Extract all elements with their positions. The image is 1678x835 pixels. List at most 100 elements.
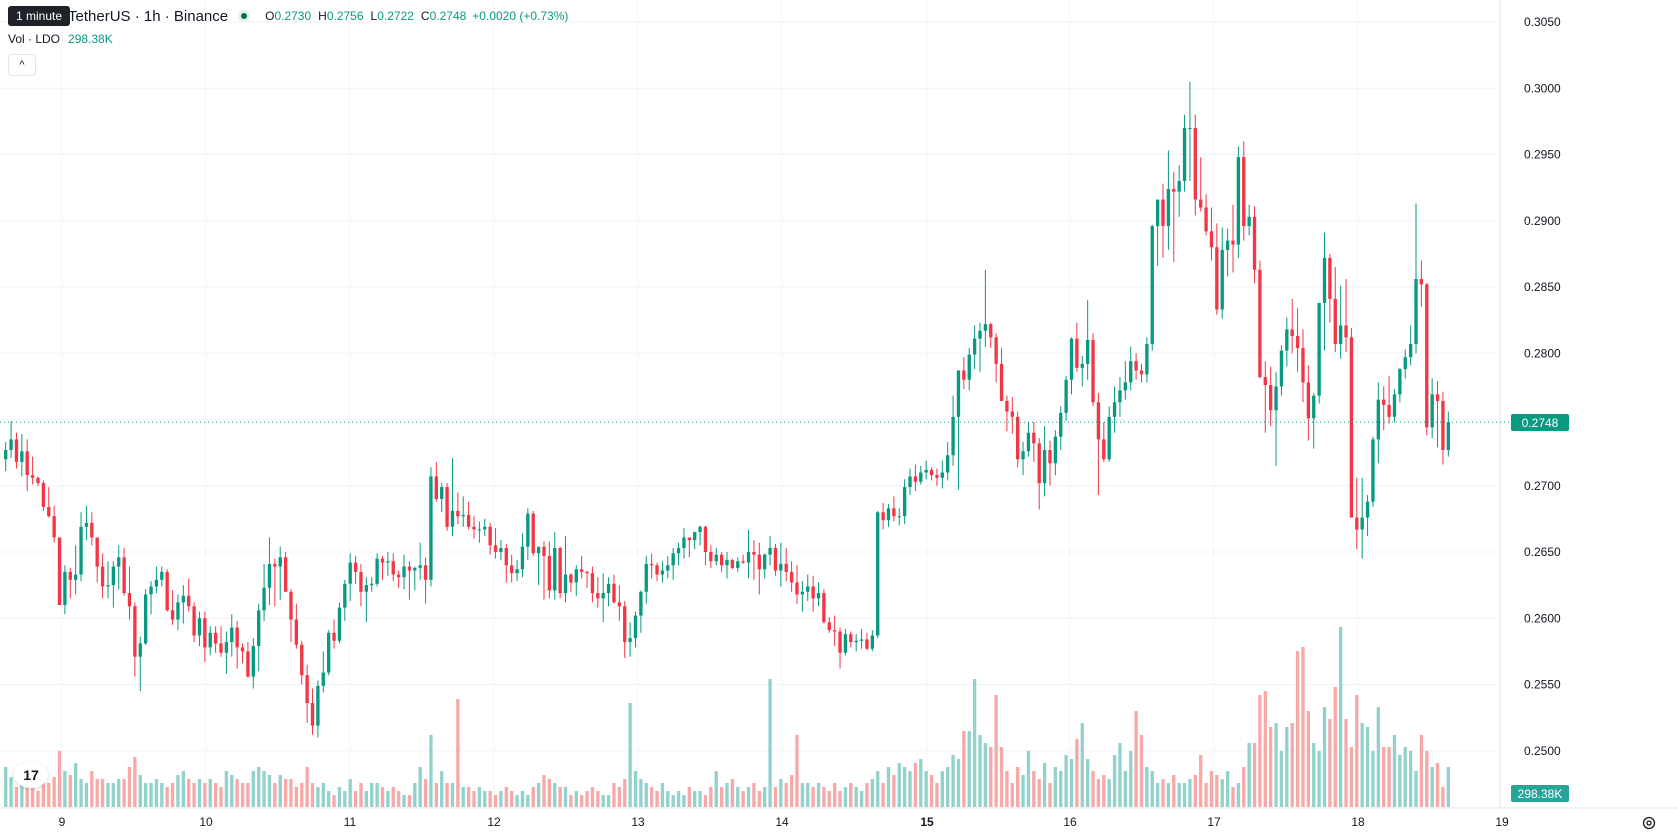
candle-body xyxy=(730,559,735,568)
volume-bar xyxy=(687,787,691,807)
volume-bar xyxy=(967,731,971,807)
candle-body xyxy=(924,469,928,473)
candle-body xyxy=(999,363,1004,401)
volume-bar xyxy=(504,787,508,807)
volume-bar xyxy=(450,783,455,807)
volume-bar xyxy=(1301,647,1305,807)
candle-body xyxy=(230,627,234,643)
price-tick-label: 0.2850 xyxy=(1524,280,1561,294)
volume-bar xyxy=(246,783,250,807)
volume-bar xyxy=(440,771,444,807)
volume-bar xyxy=(606,795,611,807)
volume-bar xyxy=(353,791,358,807)
candle-body xyxy=(321,672,325,686)
candle-body xyxy=(133,606,137,657)
volume-bar xyxy=(1258,695,1262,807)
candle-body xyxy=(1446,422,1450,450)
candle-body xyxy=(655,565,659,575)
volume-bar xyxy=(1242,767,1246,807)
candle-body xyxy=(90,522,94,538)
candle-body xyxy=(666,565,670,571)
candle-body xyxy=(240,647,245,652)
price-tick-label: 0.2800 xyxy=(1524,346,1561,360)
candle-body xyxy=(1037,443,1041,484)
close-value: 0.2748 xyxy=(429,9,467,23)
candle-body xyxy=(41,483,46,507)
candle-body xyxy=(1053,436,1058,464)
volume-bar xyxy=(1274,723,1278,807)
volume-bar xyxy=(1376,707,1380,807)
candle-body xyxy=(612,583,616,603)
candle-body xyxy=(359,571,363,592)
candle-body xyxy=(348,562,352,584)
volume-bar xyxy=(719,787,724,807)
volume-bar xyxy=(1075,739,1079,807)
volume-bar xyxy=(165,787,169,807)
volume-bar xyxy=(111,783,116,807)
candle-body xyxy=(434,476,438,499)
candle-body xyxy=(1096,402,1101,440)
gear-icon[interactable] xyxy=(1640,814,1658,832)
volume-bar xyxy=(800,783,805,807)
candle-body xyxy=(553,548,557,591)
volume-bar xyxy=(36,791,40,807)
candle-body xyxy=(989,324,993,338)
volume-bar xyxy=(95,779,99,807)
volume-bar xyxy=(1414,771,1418,807)
candle-body xyxy=(876,512,880,636)
candle-body xyxy=(289,591,293,620)
high-value: 0.2756 xyxy=(326,9,364,23)
volume-bar xyxy=(1247,743,1251,807)
volume-bar xyxy=(563,787,568,807)
time-tick-label: 18 xyxy=(1351,815,1365,829)
volume-bar xyxy=(886,767,891,807)
volume-bar xyxy=(1215,775,1219,807)
candle-body xyxy=(353,562,358,572)
candle-body xyxy=(913,476,918,482)
candle-body xyxy=(1258,269,1262,378)
volume-label[interactable]: Vol · LDO xyxy=(8,32,61,46)
volume-bar xyxy=(1295,651,1300,807)
volume-bar xyxy=(1042,763,1047,807)
volume-bar xyxy=(897,763,901,807)
volume-bar xyxy=(1441,787,1445,807)
candle-body xyxy=(752,552,756,555)
collapse-legend-button[interactable]: ^ xyxy=(8,54,36,76)
candle-body xyxy=(203,618,207,648)
symbol-title[interactable]: TetherUS · 1h · Binance xyxy=(68,7,229,25)
volume-bar xyxy=(1312,743,1316,807)
price-tick-label: 0.2950 xyxy=(1524,148,1561,162)
market-status-icon[interactable] xyxy=(238,10,251,22)
candle-body xyxy=(326,632,331,673)
volume-bar xyxy=(1085,759,1090,807)
candle-body xyxy=(111,566,116,586)
candle-body xyxy=(208,632,212,648)
price-tick-label: 0.3050 xyxy=(1524,15,1561,29)
candle-body xyxy=(170,610,175,620)
volume-badge: 298.38K xyxy=(1511,785,1569,802)
volume-bar xyxy=(316,787,320,807)
volume-bar xyxy=(859,791,864,807)
candle-body xyxy=(63,571,67,605)
candle-body xyxy=(391,561,395,575)
candle-body xyxy=(746,552,751,563)
volume-bar xyxy=(499,791,503,807)
candle-body xyxy=(1220,249,1224,310)
candle-body xyxy=(897,516,901,518)
candle-body xyxy=(822,593,826,623)
candle-body xyxy=(1387,404,1391,417)
volume-bar xyxy=(240,783,245,807)
volume-bar xyxy=(892,775,896,807)
candle-body xyxy=(983,324,988,331)
volume-bar xyxy=(972,679,977,807)
volume-bar xyxy=(267,775,272,807)
candle-body xyxy=(267,563,272,588)
volume-bar xyxy=(865,783,869,807)
volume-bar xyxy=(300,783,304,807)
tradingview-logo-icon[interactable]: 17 xyxy=(14,762,48,788)
volume-bar xyxy=(956,759,961,807)
volume-bar xyxy=(1134,711,1138,807)
volume-bar xyxy=(359,783,363,807)
candle-body xyxy=(122,557,126,594)
